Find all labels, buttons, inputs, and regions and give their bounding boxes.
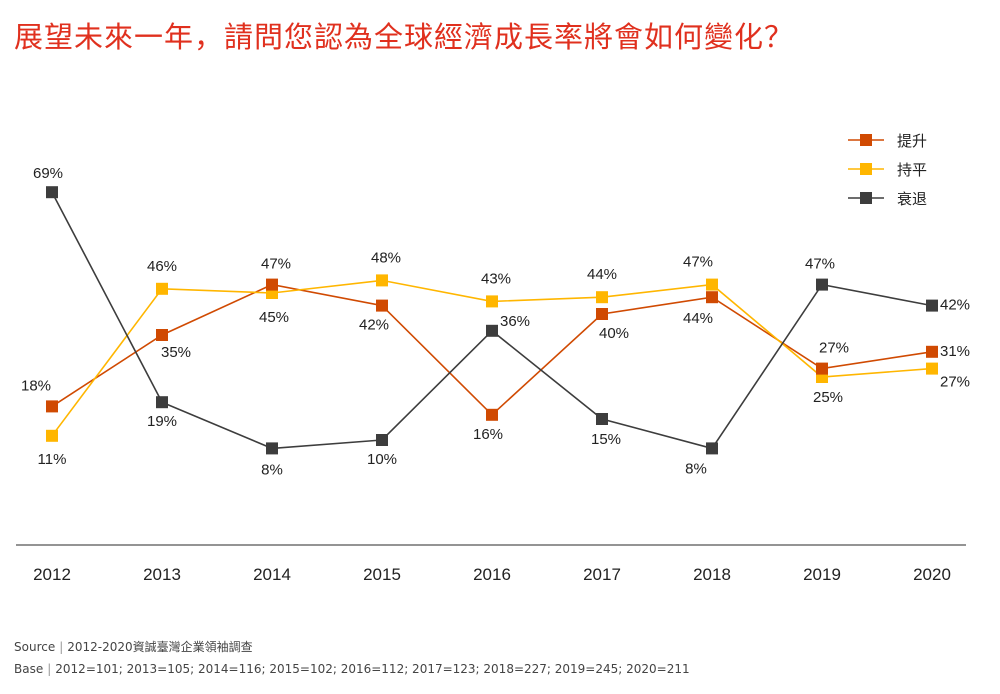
source-note: Source | 2012-2020資誠臺灣企業領袖調查 xyxy=(14,638,253,655)
x-tick-label-2020: 2020 xyxy=(913,565,951,584)
data-label-1-2013: 46% xyxy=(147,258,177,275)
legend-swatch-2 xyxy=(860,192,872,204)
x-tick-labels: 2012 2013 2014 2015 2016 2017 2018 2019 2020 xyxy=(33,565,951,584)
data-label-1-2018: 47% xyxy=(683,254,713,271)
data-label-1-2020: 27% xyxy=(940,374,970,391)
marker-1-2013 xyxy=(156,282,168,295)
marker-0-2012 xyxy=(46,400,58,413)
data-label-2-2015: 10% xyxy=(367,451,397,468)
marker-0-2014 xyxy=(266,278,278,291)
x-tick-label-2013: 2013 xyxy=(143,565,181,584)
marker-2-2016 xyxy=(486,324,498,337)
marker-0-2020 xyxy=(926,345,938,358)
marker-0-2018 xyxy=(706,291,718,304)
data-label-2-2016: 36% xyxy=(500,313,530,330)
data-label-2-2018: 8% xyxy=(685,460,707,477)
data-label-2-2019: 47% xyxy=(805,256,835,273)
data-label-1-2012: 11% xyxy=(38,451,67,468)
marker-1-2020 xyxy=(926,362,938,375)
series-markers xyxy=(46,186,938,455)
marker-2-2012 xyxy=(46,186,58,199)
data-label-0-2012: 18% xyxy=(21,377,51,394)
source-text: 2012-2020資誠臺灣企業領袖調查 xyxy=(67,640,253,654)
marker-1-2017 xyxy=(596,291,608,304)
data-label-1-2015: 48% xyxy=(371,249,401,266)
data-label-0-2017: 40% xyxy=(599,325,629,342)
marker-2-2017 xyxy=(596,413,608,425)
marker-1-2012 xyxy=(46,429,58,442)
data-labels: 18% 35% 47% 42% 16% 40% 44% 27% 31% 11% 46% 45% 48% 4… xyxy=(21,165,970,478)
separator: | xyxy=(47,662,52,676)
x-tick-label-2012: 2012 xyxy=(33,565,71,584)
legend-label-0: 提升 xyxy=(897,132,927,150)
base-text: 2012=101; 2013=105; 2014=116; 2015=102; … xyxy=(55,662,690,676)
marker-1-2018 xyxy=(706,278,718,291)
marker-0-2015 xyxy=(376,299,388,312)
data-label-2-2014: 8% xyxy=(261,461,283,478)
marker-2-2014 xyxy=(266,442,278,455)
data-label-2-2017: 15% xyxy=(591,431,621,448)
x-tick-label-2019: 2019 xyxy=(803,565,841,584)
marker-1-2016 xyxy=(486,295,498,308)
marker-2-2020 xyxy=(926,299,938,312)
data-label-0-2015: 42% xyxy=(359,317,389,334)
data-label-2-2013: 19% xyxy=(147,413,177,430)
marker-0-2013 xyxy=(156,329,168,341)
chart-title: 展望未來一年，請問您認為全球經濟成長率將會如何變化？ xyxy=(14,20,795,54)
data-label-0-2019: 27% xyxy=(819,340,849,357)
base-label: Base xyxy=(14,662,44,676)
x-tick-label-2016: 2016 xyxy=(473,565,511,584)
legend-label-2: 衰退 xyxy=(897,190,927,208)
marker-0-2017 xyxy=(596,308,608,320)
data-label-2-2020: 42% xyxy=(940,297,970,314)
marker-2-2019 xyxy=(816,278,828,291)
data-label-1-2019: 25% xyxy=(813,389,843,406)
data-label-0-2013: 35% xyxy=(161,344,191,361)
legend-swatch-0 xyxy=(860,134,872,146)
data-label-2-2012: 69% xyxy=(33,165,63,182)
base-note: Base | 2012=101; 2013=105; 2014=116; 2015=… xyxy=(14,662,690,676)
legend-swatch-1 xyxy=(860,163,872,175)
legend-label-1: 持平 xyxy=(897,161,927,179)
data-label-0-2014: 47% xyxy=(261,256,291,273)
x-tick-label-2015: 2015 xyxy=(363,565,401,584)
marker-0-2016 xyxy=(486,408,498,421)
data-label-0-2020: 31% xyxy=(940,343,970,360)
source-label: Source xyxy=(14,640,56,654)
data-label-0-2018: 44% xyxy=(683,310,713,327)
marker-2-2018 xyxy=(706,442,718,455)
marker-0-2019 xyxy=(816,362,828,375)
marker-1-2015 xyxy=(376,274,388,287)
x-tick-label-2017: 2017 xyxy=(583,565,621,584)
data-label-1-2017: 44% xyxy=(587,266,617,283)
separator: | xyxy=(59,640,64,654)
marker-2-2013 xyxy=(156,396,168,409)
data-label-1-2014: 45% xyxy=(259,309,289,326)
marker-2-2015 xyxy=(376,434,388,446)
x-tick-label-2014: 2014 xyxy=(253,565,291,584)
data-label-1-2016: 43% xyxy=(481,270,511,287)
data-label-0-2016: 16% xyxy=(473,426,503,443)
x-tick-label-2018: 2018 xyxy=(693,565,731,584)
